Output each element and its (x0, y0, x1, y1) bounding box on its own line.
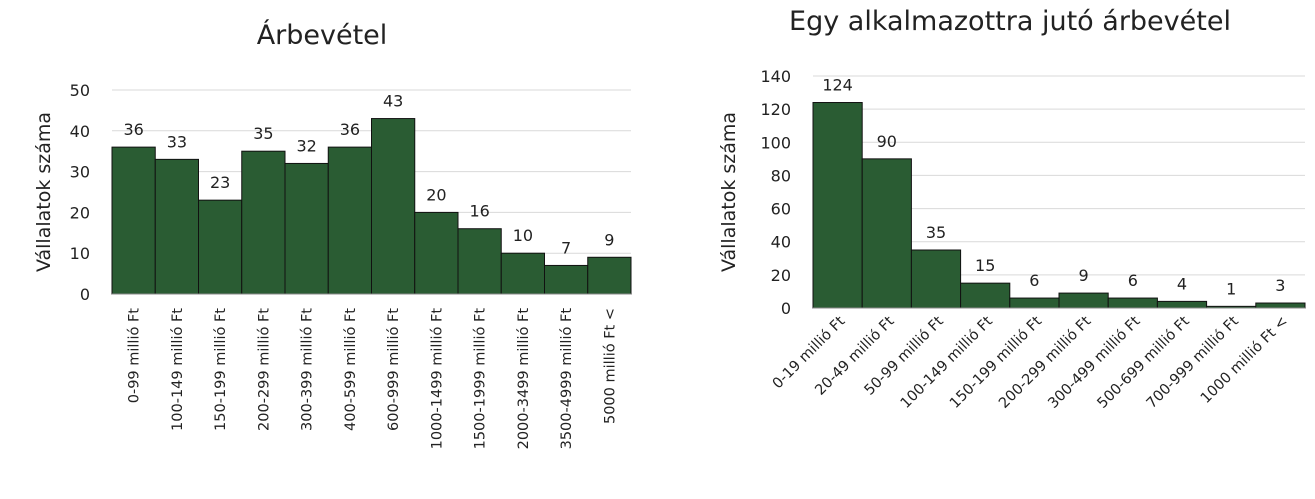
arbevetel-category-label: 200-299 millió Ft (256, 308, 272, 431)
egy-alkalmazottra-category-label: 700-999 millió Ft (1144, 313, 1242, 411)
egy-alkalmazottra-bar (1009, 297, 1060, 309)
egy-alkalmazottra-ytick: 80 (771, 166, 791, 185)
egy-alkalmazottra-ylabel: Vállalatok száma (718, 112, 740, 272)
egy-alkalmazottra-ytick: 60 (771, 200, 791, 219)
egy-alkalmazottra-data-label: 15 (975, 256, 995, 275)
egy-alkalmazottra-category-label: 150-199 millió Ft (947, 313, 1045, 411)
arbevetel-data-label: 36 (123, 120, 143, 139)
arbevetel-ytick: 20 (70, 203, 90, 222)
egy-alkalmazottra-bar (1156, 300, 1208, 309)
arbevetel-data-label: 7 (561, 238, 571, 257)
egy-alkalmazottra-category-label: 200-299 millió Ft (996, 313, 1094, 411)
chart-egy-alkalmazottra-svg: Egy alkalmazottra jutó árbevétel Vállalat… (718, 6, 1306, 412)
egy-alkalmazottra-data-label: 124 (822, 76, 853, 95)
arbevetel-data-label: 23 (210, 173, 230, 192)
arbevetel-bar (198, 199, 243, 295)
egy-alkalmazottra-ytick: 40 (771, 233, 791, 252)
egy-alkalmazottra-category-label: 100-149 millió Ft (898, 313, 996, 411)
egy-alkalmazottra-data-label: 9 (1079, 266, 1089, 285)
arbevetel-data-label: 9 (604, 230, 614, 249)
chart-arbevetel: Árbevétel Vállalatok száma 0 10 20 30 40 50 36 33… (0, 0, 650, 495)
egy-alkalmazottra-data-label: 4 (1177, 274, 1187, 293)
arbevetel-bar (241, 150, 286, 295)
egy-alkalmazottra-data-label: 6 (1128, 271, 1138, 290)
arbevetel-bar (500, 252, 545, 295)
arbevetel-bar (327, 146, 372, 295)
egy-alkalmazottra-bar (861, 158, 912, 309)
egy-alkalmazottra-category-label: 300-499 millió Ft (1045, 313, 1143, 411)
arbevetel-bar (371, 118, 416, 295)
egy-alkalmazottra-bar (1255, 302, 1306, 309)
egy-alkalmazottra-ytick: 100 (760, 133, 791, 152)
egy-alkalmazottra-data-label: 35 (926, 223, 946, 242)
arbevetel-category-label: 3500-4999 millió Ft (559, 308, 575, 450)
egy-alkalmazottra-bar (1058, 292, 1109, 309)
arbevetel-bar (544, 264, 589, 295)
arbevetel-bar (111, 146, 156, 295)
egy-alkalmazottra-category-label: 500-699 millió Ft (1095, 313, 1193, 411)
arbevetel-category-label: 150-199 millió Ft (213, 308, 229, 431)
arbevetel-data-label: 20 (426, 185, 446, 204)
arbevetel-data-label: 35 (253, 124, 273, 143)
egy-alkalmazottra-data-label: 6 (1029, 271, 1039, 290)
arbevetel-title: Árbevétel (257, 19, 388, 51)
arbevetel-data-label: 10 (513, 226, 533, 245)
arbevetel-bar (284, 162, 329, 295)
egy-alkalmazottra-data-label: 1 (1226, 279, 1236, 298)
arbevetel-category-label: 600-999 millió Ft (386, 308, 402, 431)
arbevetel-ytick: 10 (70, 244, 90, 263)
arbevetel-bar (457, 228, 502, 295)
egy-alkalmazottra-bar (812, 102, 863, 309)
egy-alkalmazottra-title: Egy alkalmazottra jutó árbevétel (789, 6, 1231, 37)
arbevetel-bar (154, 158, 199, 295)
egy-alkalmazottra-bar (910, 249, 962, 309)
egy-alkalmazottra-data-label: 3 (1275, 276, 1285, 295)
arbevetel-ytick: 30 (70, 163, 90, 182)
arbevetel-ytick: 40 (70, 122, 90, 141)
arbevetel-ytick: 50 (70, 81, 90, 100)
egy-alkalmazottra-bar (960, 282, 1011, 309)
arbevetel-category-label: 1000-1499 millió Ft (429, 308, 445, 450)
arbevetel-category-label: 0-99 millió Ft (127, 308, 143, 404)
arbevetel-category-label: 300-399 millió Ft (300, 308, 316, 431)
chart-arbevetel-svg: Árbevétel Vállalatok száma 0 10 20 30 40 50 36 33… (33, 19, 632, 450)
egy-alkalmazottra-ytick: 140 (760, 67, 791, 86)
arbevetel-data-label: 36 (340, 120, 360, 139)
arbevetel-category-label: 2000-3499 millió Ft (516, 308, 532, 450)
arbevetel-ylabel: Vállalatok száma (33, 112, 55, 272)
egy-alkalmazottra-ytick: 0 (781, 299, 791, 318)
arbevetel-bar (414, 211, 459, 295)
chart-egy-alkalmazottra: Egy alkalmazottra jutó árbevétel Vállalat… (655, 0, 1315, 495)
arbevetel-ytick: 0 (80, 285, 90, 304)
arbevetel-data-label: 43 (383, 92, 403, 111)
arbevetel-bar (587, 256, 632, 295)
egy-alkalmazottra-ytick: 20 (771, 266, 791, 285)
arbevetel-data-label: 32 (296, 136, 316, 155)
arbevetel-data-label: 33 (167, 132, 187, 151)
arbevetel-category-label: 1500-1999 millió Ft (473, 308, 489, 450)
arbevetel-category-label: 5000 millió Ft < (602, 308, 618, 424)
egy-alkalmazottra-category-label: 1000 millió Ft < (1198, 314, 1291, 407)
egy-alkalmazottra-bar (1107, 297, 1158, 309)
egy-alkalmazottra-data-label: 90 (877, 132, 897, 151)
arbevetel-category-label: 100-149 millió Ft (170, 308, 186, 431)
arbevetel-category-label: 400-599 millió Ft (343, 308, 359, 431)
arbevetel-data-label: 16 (469, 202, 489, 221)
egy-alkalmazottra-ytick: 120 (760, 100, 791, 119)
